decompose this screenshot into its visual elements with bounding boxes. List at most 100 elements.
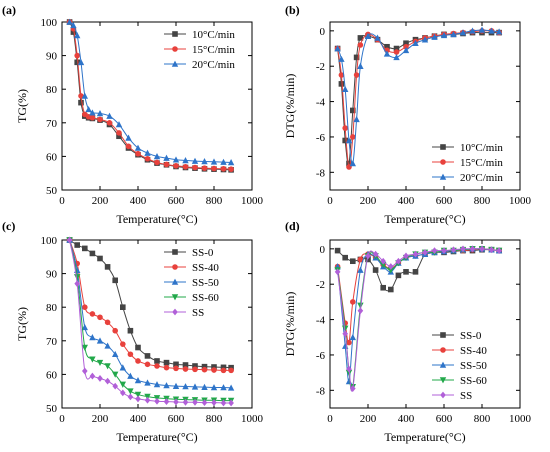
data-point-ss (334, 268, 341, 276)
data-point-ss (66, 236, 73, 244)
data-point-ss (496, 247, 502, 255)
plot-frame (329, 239, 521, 409)
data-point-ss (460, 245, 466, 253)
data-point-ss (357, 307, 364, 315)
y-tick-label: 50 (46, 403, 58, 415)
data-point-ss (479, 245, 485, 253)
data-point-15-c-min (163, 161, 170, 168)
data-point-20-c-min (210, 158, 218, 165)
data-point-20-c-min (383, 50, 391, 57)
data-point-ss (211, 399, 217, 407)
data-point-15-c-min (357, 42, 364, 48)
data-point-ss (403, 252, 409, 260)
panel-d: 0 200 400 600 800 1000 0 -2 -4 -6 -8 Temperature(°C… (283, 219, 532, 444)
data-point-20-c-min (450, 30, 457, 38)
data-point-ss-40 (201, 366, 208, 373)
data-point-ss-50 (119, 364, 126, 371)
legend: SS-0 SS-40 SS-50 SS-60 SS (432, 330, 487, 402)
data-point-20-c-min (66, 18, 73, 25)
y-tick-label: 100 (41, 17, 58, 29)
x-tick-label: 0 (59, 413, 65, 425)
data-point-ss-60 (104, 363, 111, 370)
legend-item-ss: SS (432, 390, 472, 402)
data-point-15-c-min (192, 164, 198, 171)
data-point-10-c-min (116, 133, 122, 140)
data-point-20-c-min (89, 109, 96, 116)
data-point-ss (173, 398, 179, 406)
legend-label: 15°C/min (192, 44, 235, 56)
y-axis-label: TG(%) (15, 89, 29, 123)
y-tick-label: 0 (320, 244, 326, 256)
data-point-ss-0 (144, 353, 151, 359)
data-point-ss-50 (191, 383, 199, 390)
data-point-20-c-min (357, 62, 364, 70)
data-point-ss-40 (163, 364, 170, 371)
plot-frame (61, 21, 253, 191)
data-point-10-c-min (342, 137, 348, 144)
plot-frame (329, 21, 521, 191)
data-point-20-c-min (125, 134, 132, 141)
data-point-ss (228, 399, 234, 407)
data-point-20-c-min (96, 109, 104, 117)
y-tick-label: -2 (316, 61, 325, 73)
data-point-15-c-min (89, 114, 96, 121)
data-point-10-c-min (393, 45, 400, 52)
legend: 10°C/min 15°C/min 20°C/min (164, 29, 235, 71)
data-point-ss-0 (365, 256, 371, 263)
x-tick-label: 0 (327, 195, 333, 207)
data-point-ss-60 (89, 356, 96, 363)
data-point-ss-0 (104, 264, 111, 270)
data-point-20-c-min (459, 29, 467, 36)
data-point-ss (112, 382, 118, 390)
data-point-10-c-min (357, 35, 364, 41)
y-tick-label: 50 (46, 185, 58, 197)
data-point-20-c-min (421, 36, 429, 43)
legend-item-20-c-min: 20°C/min (432, 172, 503, 184)
data-point-10-c-min (384, 43, 390, 50)
data-point-20-c-min (342, 85, 349, 92)
data-point-ss-0 (154, 358, 160, 364)
legend-label: SS-50 (192, 277, 219, 289)
data-point-10-c-min (346, 160, 352, 167)
data-point-ss-60 (74, 274, 81, 281)
x-tick-label: 0 (59, 195, 65, 207)
data-point-ss-50 (357, 266, 364, 273)
data-point-ss-50 (172, 382, 180, 389)
legend-item-ss-40: SS-40 (164, 262, 219, 274)
data-point-ss-40 (135, 358, 141, 364)
data-point-ss (450, 246, 457, 254)
legend-item-ss: SS (164, 307, 204, 319)
data-point-ss (135, 395, 141, 403)
x-axis-label: Temperature(°C) (384, 430, 465, 444)
data-point-ss (163, 398, 170, 406)
y-tick-label: -6 (316, 350, 326, 362)
data-point-ss (365, 252, 371, 260)
legend-label: SS-60 (192, 292, 219, 304)
y-axis-label: DTG(%/min) (283, 292, 297, 357)
data-point-ss-60 (119, 381, 126, 388)
data-point-15-c-min (338, 72, 345, 78)
x-tick-label: 200 (92, 413, 109, 425)
legend-marker (439, 377, 447, 384)
data-point-15-c-min (353, 72, 360, 78)
data-point-20-c-min (153, 153, 161, 160)
data-point-ss-60 (134, 391, 142, 398)
data-point-ss-40 (182, 366, 189, 372)
legend-marker (171, 294, 179, 301)
x-tick-label: 200 (360, 195, 377, 207)
data-point-10-c-min (338, 81, 345, 87)
data-point-15-c-min (97, 116, 103, 123)
data-point-ss (192, 398, 198, 406)
data-point-ss (182, 398, 189, 406)
data-point-ss-50 (201, 383, 208, 390)
y-axis-label: TG(%) (15, 307, 29, 341)
data-point-ss (154, 397, 160, 405)
data-point-ss-50 (220, 384, 227, 391)
y-tick-label: 60 (46, 369, 58, 381)
legend-label: 20°C/min (460, 172, 503, 184)
legend-marker (440, 391, 446, 399)
data-point-ss-0 (120, 304, 126, 310)
data-point-15-c-min (154, 159, 160, 166)
legend: SS-0 SS-40 SS-50 SS-60 SS (164, 247, 219, 319)
data-point-15-c-min (116, 130, 122, 136)
